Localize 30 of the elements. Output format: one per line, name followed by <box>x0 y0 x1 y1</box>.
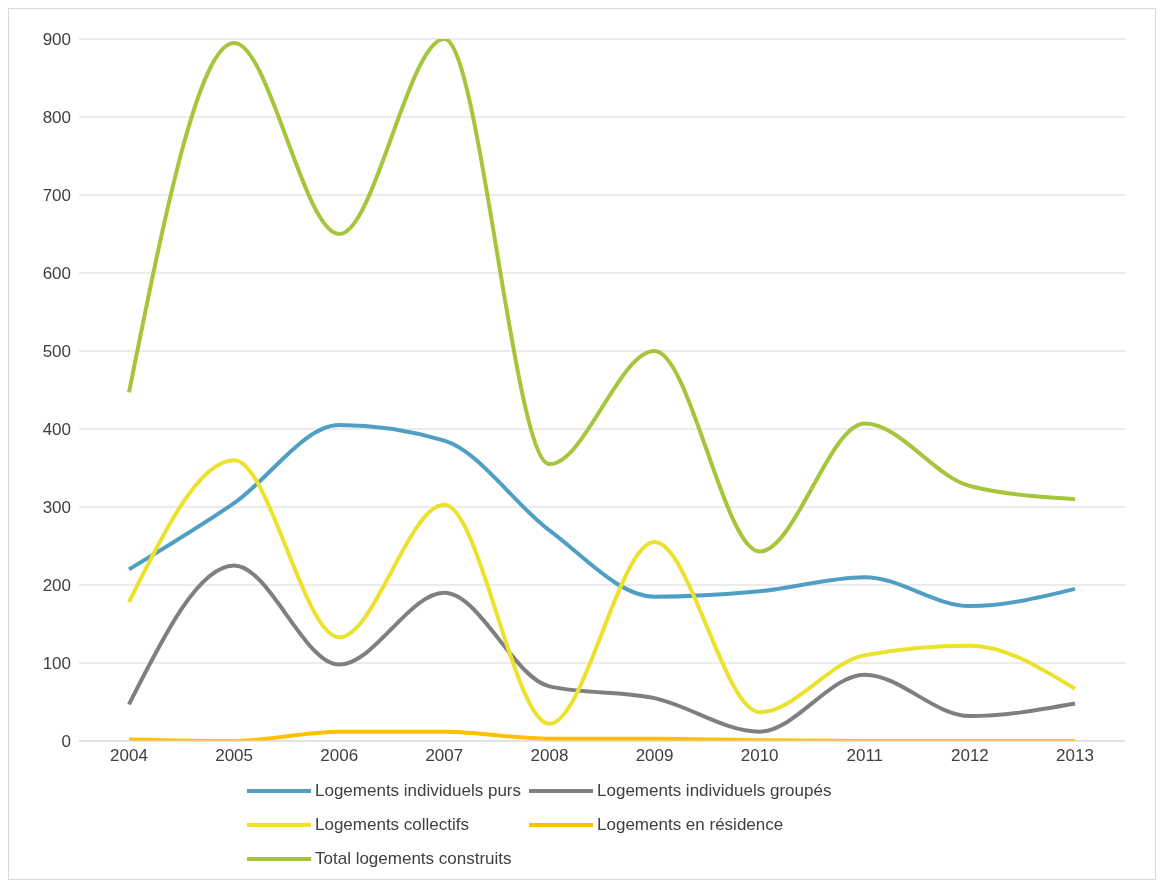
y-tick-label: 700 <box>42 186 71 206</box>
line-series <box>127 563 1077 734</box>
y-tick-label: 100 <box>42 654 71 674</box>
x-tick-label: 2008 <box>530 746 569 766</box>
y-tick-label: 500 <box>42 342 71 362</box>
x-tick-label: 2013 <box>1056 746 1094 766</box>
y-tick-label: 900 <box>42 30 71 50</box>
x-tick-label: 2012 <box>950 746 989 766</box>
line-series <box>127 458 1077 726</box>
legend-label: Logements individuels purs <box>315 781 522 801</box>
legend-label: Logements collectifs <box>315 815 470 835</box>
x-tick-label: 2005 <box>215 746 254 766</box>
line-series <box>127 39 1077 554</box>
legend-label: Logements en résidence <box>597 815 784 835</box>
x-tick-label: 2006 <box>320 746 359 766</box>
x-tick-label: 2009 <box>635 746 674 766</box>
y-tick-label: 0 <box>61 732 71 752</box>
x-tick-label: 2004 <box>110 746 148 766</box>
line-series <box>127 729 1077 741</box>
legend-label: Logements individuels groupés <box>597 781 832 801</box>
x-tick-label: 2011 <box>846 746 884 766</box>
x-tick-label: 2010 <box>740 746 779 766</box>
y-tick-label: 800 <box>42 108 71 128</box>
y-tick-label: 400 <box>42 420 71 440</box>
x-tick-label: 2007 <box>425 746 464 766</box>
y-tick-label: 600 <box>42 264 71 284</box>
y-tick-label: 300 <box>42 498 71 518</box>
line-series <box>127 423 1077 609</box>
y-tick-label: 200 <box>42 576 71 596</box>
legend-label: Total logements construits <box>315 849 512 869</box>
